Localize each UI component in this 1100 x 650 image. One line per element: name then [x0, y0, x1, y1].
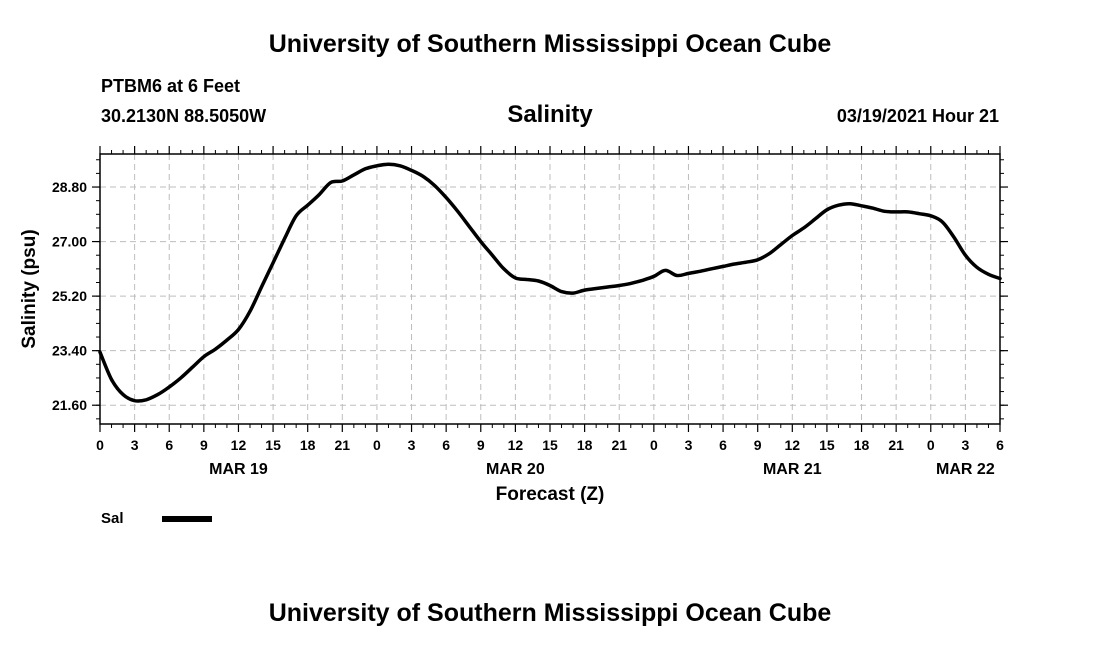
y-tick-labels: 21.60 23.40 25.20 27.00 28.80: [52, 179, 87, 413]
x-tick-label: 12: [231, 437, 247, 453]
date-label: MAR 20: [486, 461, 545, 478]
x-tick-label: 3: [685, 437, 693, 453]
x-tick-label: 6: [719, 437, 727, 453]
y-tick-label: 23.40: [52, 343, 87, 359]
x-tick-label: 12: [785, 437, 801, 453]
x-tick-label: 0: [650, 437, 658, 453]
y-tick-label: 27.00: [52, 234, 87, 250]
main-title: University of Southern Mississippi Ocean…: [268, 30, 832, 58]
x-tick-label: 3: [131, 437, 139, 453]
y-axis-label: Salinity (psu): [19, 229, 40, 348]
grid-lines: [100, 154, 1000, 424]
x-axis-label: Forecast (Z): [496, 484, 605, 505]
x-tick-label: 0: [96, 437, 104, 453]
x-tick-label: 15: [542, 437, 558, 453]
x-tick-label: 6: [996, 437, 1004, 453]
y-tick-label: 21.60: [52, 397, 87, 413]
x-tick-label: 12: [508, 437, 524, 453]
x-tick-label: 18: [300, 437, 316, 453]
x-tick-label: 3: [961, 437, 969, 453]
x-tick-label: 15: [265, 437, 281, 453]
x-tick-label: 3: [408, 437, 416, 453]
x-tick-label: 18: [854, 437, 870, 453]
x-tick-label: 21: [611, 437, 627, 453]
x-tick-label: 21: [888, 437, 904, 453]
legend-line-swatch: [162, 516, 212, 522]
major-ticks: [92, 146, 1008, 432]
date-label: MAR 22: [936, 461, 995, 478]
x-tick-label: 9: [200, 437, 208, 453]
date-labels: MAR 19 MAR 20 MAR 21 MAR 22: [209, 461, 995, 478]
x-tick-labels: 0 3 6 9 12 15 18 21 0 3 6 9 12 15 18 21 0 3 6 9 12 15 18 21 0 3 6: [96, 437, 1004, 453]
x-tick-label: 6: [442, 437, 450, 453]
forecast-datetime: 03/19/2021 Hour 21: [836, 106, 999, 126]
x-tick-label: 0: [373, 437, 381, 453]
station-coordinates: 30.2130N 88.5050W: [101, 106, 267, 126]
x-tick-label: 21: [335, 437, 351, 453]
x-tick-label: 9: [754, 437, 762, 453]
y-tick-label: 25.20: [52, 288, 87, 304]
footer-title: University of Southern Mississippi Ocean…: [268, 599, 832, 627]
date-label: MAR 19: [209, 461, 268, 478]
series-line-sal: [98, 162, 1002, 403]
legend-label: Sal: [101, 510, 124, 527]
date-label: MAR 21: [763, 461, 822, 478]
x-tick-label: 9: [477, 437, 485, 453]
x-tick-label: 15: [819, 437, 835, 453]
x-tick-label: 18: [577, 437, 593, 453]
y-tick-label: 28.80: [52, 179, 87, 195]
station-name: PTBM6 at 6 Feet: [101, 76, 241, 96]
x-tick-label: 0: [927, 437, 935, 453]
x-tick-label: 6: [165, 437, 173, 453]
plot-frame: [99, 153, 1001, 425]
chart-title: Salinity: [507, 101, 593, 128]
